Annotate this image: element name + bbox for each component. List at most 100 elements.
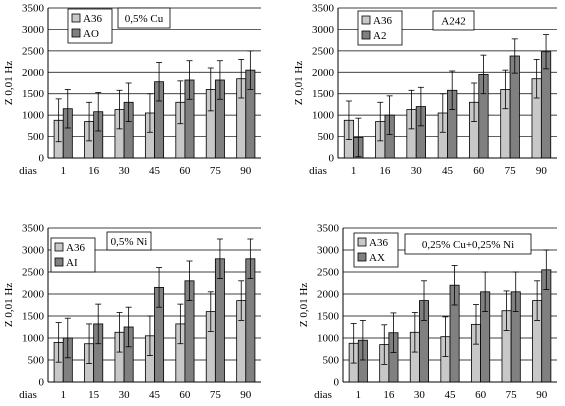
chart-panel-top-right: 0 500 1000 1500 2000 2500 3000 3500 Z 0,01 Hz 1 16… — [293, 3, 557, 177]
x-tick-label: 60 — [475, 389, 487, 401]
legend: A36 AI — [50, 237, 96, 273]
legend-swatch-A36 — [357, 237, 367, 247]
y-tick-label: 3500 — [22, 3, 45, 15]
legend-label-AX: AX — [369, 252, 385, 264]
title-box — [106, 231, 152, 251]
chart-title: 0,5% Ni — [111, 236, 148, 248]
y-tick-label: 0 — [329, 153, 335, 165]
y-tick-label: 2000 — [312, 67, 335, 79]
x-tick-label: 1 — [356, 389, 362, 401]
y-axis-label: Z 0,01 Hz — [298, 283, 310, 327]
y-tick-label: 3000 — [22, 24, 45, 36]
x-tick-label: 90 — [240, 389, 252, 401]
y-tick-label: 1000 — [22, 333, 45, 345]
y-tick-label: 0 — [39, 377, 45, 389]
legend-label-AI: AI — [66, 257, 78, 269]
x-tick-label: 30 — [119, 165, 131, 177]
y-tick-label: 1000 — [312, 110, 335, 122]
x-tick-label: 30 — [411, 165, 423, 177]
y-tick-label: 2000 — [22, 67, 45, 79]
legend-swatch-A36 — [71, 13, 81, 23]
x-axis-label: dias — [19, 389, 37, 401]
y-tick-label: 500 — [28, 131, 45, 143]
x-tick-label: 30 — [119, 389, 131, 401]
chart-title: 0,25% Cu+0,25% Ni — [422, 239, 514, 251]
y-tick-label: 2000 — [317, 289, 340, 301]
legend-swatch-A2 — [361, 30, 371, 40]
y-tick-label: 0 — [39, 153, 45, 165]
x-tick-label: 1 — [60, 165, 66, 177]
legend: A36 AO — [67, 8, 113, 44]
x-tick-label: 1 — [351, 165, 357, 177]
y-tick-label: 1500 — [312, 88, 335, 100]
x-tick-label: 45 — [445, 389, 457, 401]
legend-swatch-A36 — [361, 15, 371, 25]
y-tick-label: 1000 — [22, 110, 45, 122]
y-tick-label: 2500 — [22, 45, 45, 57]
y-tick-label: 2000 — [22, 289, 45, 301]
y-tick-label: 3500 — [317, 223, 340, 235]
x-tick-label: 16 — [383, 389, 395, 401]
y-tick-label: 500 — [323, 355, 340, 367]
chart-panel-top-left: 0 500 1000 1500 2000 2500 3000 3500 Z 0,01 Hz 1 16… — [3, 3, 261, 177]
x-tick-label: 75 — [210, 389, 222, 401]
x-tick-label: 30 — [414, 389, 426, 401]
legend-label-A36: A36 — [373, 15, 392, 27]
chart-title: A242 — [441, 16, 465, 28]
x-tick-label: 45 — [149, 389, 161, 401]
legend-label-A36: A36 — [66, 242, 85, 254]
x-tick-label: 15 — [88, 389, 100, 401]
legend: A36 AX — [353, 232, 399, 268]
title-box — [432, 10, 475, 31]
y-tick-label: 500 — [318, 131, 335, 143]
y-tick-label: 500 — [28, 355, 45, 367]
x-axis-label: dias — [19, 165, 37, 177]
x-tick-label: 90 — [536, 165, 548, 177]
y-axis-label: Z 0,01 Hz — [3, 283, 15, 327]
x-axis-label: dias — [309, 165, 327, 177]
x-tick-label: 60 — [473, 165, 485, 177]
x-tick-label: 45 — [149, 165, 161, 177]
legend-swatch-AX — [357, 252, 367, 262]
y-tick-label: 3000 — [312, 24, 335, 36]
y-tick-label: 1500 — [22, 311, 45, 323]
x-tick-label: 1 — [60, 389, 66, 401]
legend-swatch-AO — [71, 28, 81, 38]
title-box — [117, 7, 171, 29]
title-box — [404, 233, 532, 255]
y-tick-label: 1500 — [22, 88, 45, 100]
legend-label-A36: A36 — [83, 13, 102, 25]
x-tick-label: 60 — [179, 389, 191, 401]
y-tick-label: 3000 — [317, 245, 340, 257]
legend-label-A2: A2 — [373, 30, 386, 42]
x-axis-label: dias — [314, 389, 332, 401]
x-tick-label: 60 — [179, 165, 191, 177]
y-tick-label: 3500 — [22, 223, 45, 235]
legend-swatch-AI — [54, 257, 64, 267]
x-tick-label: 45 — [442, 165, 454, 177]
legend-label-A36: A36 — [369, 237, 388, 249]
x-tick-label: 75 — [506, 389, 518, 401]
chart-panel-bottom-left: 0 500 1000 1500 2000 2500 3000 3500 Z 0,01 Hz 1 15… — [3, 223, 261, 401]
y-axis-label: Z 0,01 Hz — [3, 61, 15, 105]
x-tick-label: 75 — [210, 165, 222, 177]
x-tick-label: 16 — [88, 165, 100, 177]
y-tick-label: 1500 — [317, 311, 340, 323]
legend-label-AO: AO — [83, 28, 99, 40]
y-tick-label: 2500 — [22, 267, 45, 279]
y-axis-label: Z 0,01 Hz — [293, 61, 305, 105]
chart-panel-bottom-right: 0 500 1000 1500 2000 2500 3000 3500 Z 0,01 Hz 1 16… — [298, 223, 557, 401]
y-tick-label: 1000 — [317, 333, 340, 345]
x-tick-label: 90 — [536, 389, 548, 401]
y-tick-label: 2500 — [317, 267, 340, 279]
y-tick-label: 3000 — [22, 245, 45, 257]
x-tick-label: 90 — [240, 165, 252, 177]
legend-swatch-A36 — [54, 242, 64, 252]
y-tick-label: 0 — [334, 377, 340, 389]
chart-title: 0,5% Cu — [125, 13, 164, 25]
x-tick-label: 16 — [379, 165, 391, 177]
y-tick-label: 2500 — [312, 45, 335, 57]
